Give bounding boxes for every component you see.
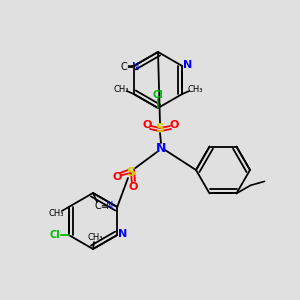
Text: N: N [156, 142, 166, 154]
Text: N: N [106, 201, 114, 211]
Text: CH₃: CH₃ [188, 85, 203, 94]
Text: O: O [142, 120, 152, 130]
Text: N: N [183, 60, 192, 70]
Text: N: N [132, 62, 140, 72]
Text: ≡: ≡ [126, 62, 133, 71]
Text: S: S [127, 167, 136, 179]
Text: S: S [155, 122, 164, 134]
Text: CH₃: CH₃ [113, 85, 128, 94]
Text: C: C [120, 62, 127, 72]
Text: CH₃: CH₃ [87, 232, 103, 242]
Text: O: O [128, 182, 138, 192]
Text: Cl: Cl [153, 90, 164, 100]
Text: N: N [118, 229, 127, 239]
Text: ≡: ≡ [100, 202, 107, 211]
Text: C: C [94, 201, 101, 211]
Text: O: O [169, 120, 179, 130]
Text: O: O [112, 172, 122, 182]
Text: Cl: Cl [50, 230, 60, 240]
Text: CH₃: CH₃ [48, 208, 64, 217]
